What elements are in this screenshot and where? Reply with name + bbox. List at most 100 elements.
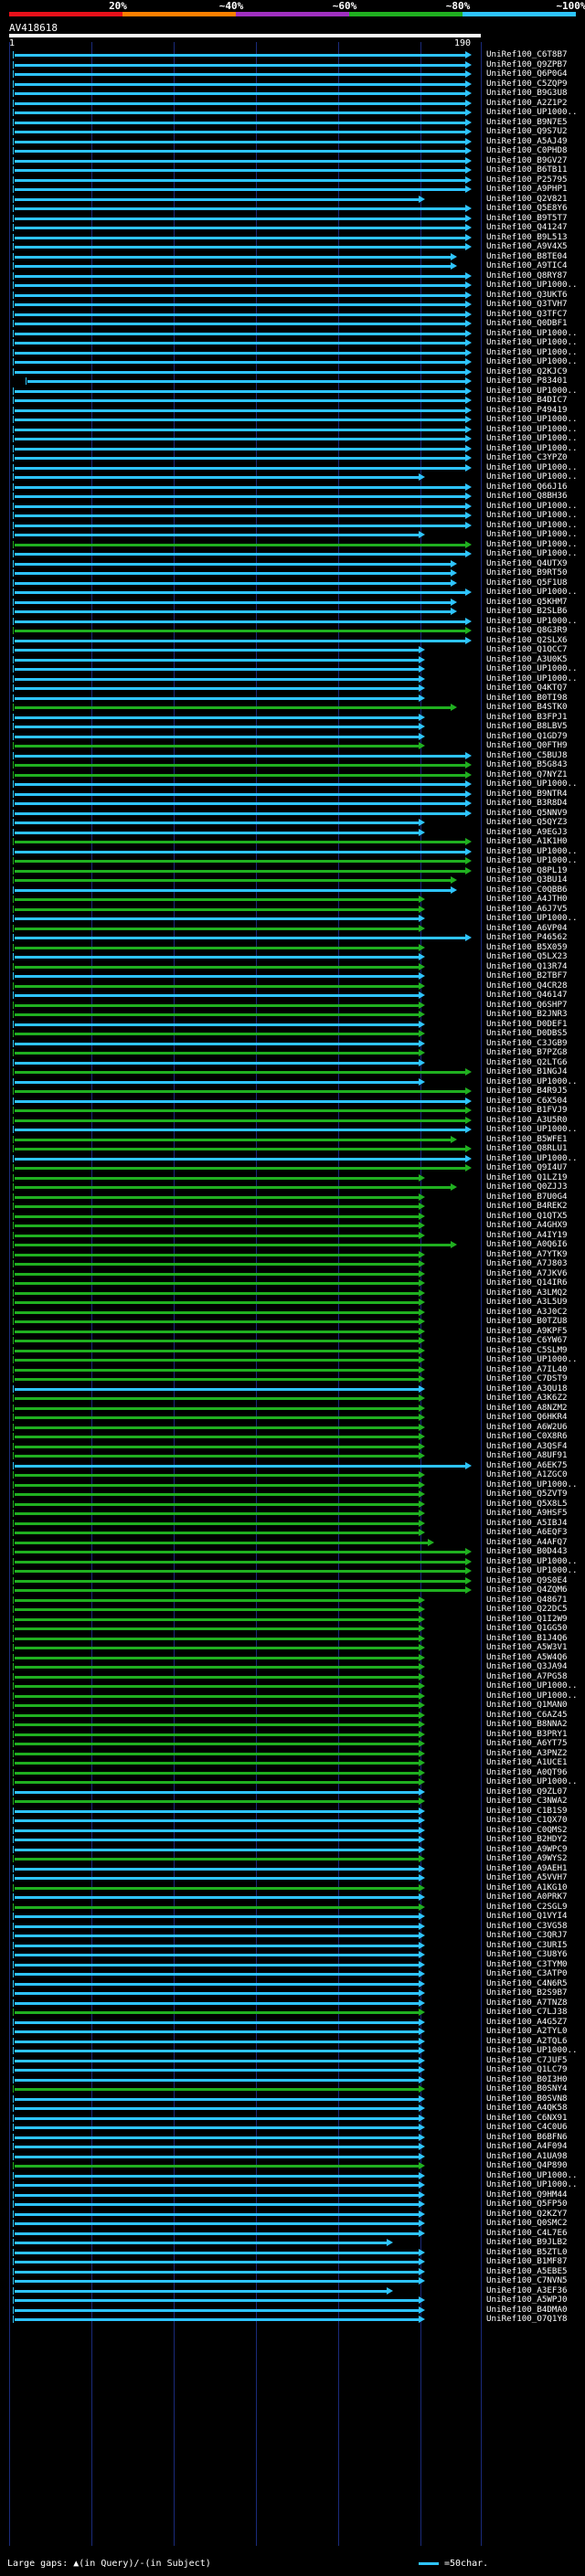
hit-label[interactable]: UniRef100_UP1000.. [486,280,578,290]
hit-row[interactable]: UniRef100_A1KG10 [0,1882,585,1893]
hit-label[interactable]: UniRef100_Q9ZPB7 [486,58,568,69]
hit-label[interactable]: UniRef100_B5G843 [486,759,568,769]
hit-row[interactable]: UniRef100_Q0FTH9 [0,740,585,751]
hit-label[interactable]: UniRef100_B5ZTL0 [486,2246,568,2257]
hit-row[interactable]: UniRef100_C3URI5 [0,1939,585,1951]
hit-row[interactable]: UniRef100_A8NZM2 [0,1403,585,1414]
hit-row[interactable]: UniRef100_A5IBJ4 [0,1518,585,1529]
hit-label[interactable]: UniRef100_UP1000.. [486,414,578,424]
hit-row[interactable]: UniRef100_C4C0U6 [0,2122,585,2133]
hit-label[interactable]: UniRef100_B0D443 [486,1546,568,1556]
hit-label[interactable]: UniRef100_UP1000.. [486,529,578,539]
hit-label[interactable]: UniRef100_A6EK75 [486,1459,568,1470]
hit-row[interactable]: UniRef100_A6VP04 [0,923,585,934]
hit-row[interactable]: UniRef100_Q14IR6 [0,1277,585,1288]
hit-label[interactable]: UniRef100_Q3TVH7 [486,299,568,309]
hit-label[interactable]: UniRef100_A9WYS2 [486,1853,568,1863]
hit-row[interactable]: UniRef100_P25795 [0,175,585,186]
hit-row[interactable]: UniRef100_C1QX70 [0,1815,585,1826]
hit-label[interactable]: UniRef100_Q1I2W9 [486,1613,568,1624]
hit-row[interactable]: UniRef100_UP1000.. [0,328,585,339]
hit-row[interactable]: UniRef100_Q0DBF1 [0,318,585,329]
hit-row[interactable]: UniRef100_UP1000.. [0,779,585,790]
hit-row[interactable]: UniRef100_Q3BU14 [0,875,585,885]
hit-row[interactable]: UniRef100_A9HSF5 [0,1508,585,1519]
hit-row[interactable]: UniRef100_B6BFN6 [0,2132,585,2143]
hit-label[interactable]: UniRef100_A3J0C2 [486,1306,568,1317]
hit-row[interactable]: UniRef100_A0QT96 [0,1767,585,1778]
hit-row[interactable]: UniRef100_C3ATP0 [0,1968,585,1979]
hit-label[interactable]: UniRef100_P49419 [486,404,568,415]
hit-label[interactable]: UniRef100_A3L5U9 [486,1297,568,1307]
hit-label[interactable]: UniRef100_C7JUF5 [486,2054,568,2065]
hit-row[interactable]: UniRef100_UP1000.. [0,529,585,540]
hit-label[interactable]: UniRef100_Q8RY87 [486,270,568,281]
hit-row[interactable]: UniRef100_UP1000.. [0,1680,585,1691]
hit-row[interactable]: UniRef100_UP1000.. [0,913,585,924]
hit-row[interactable]: UniRef100_P83401 [0,376,585,387]
hit-row[interactable]: UniRef100_A5AJ49 [0,136,585,147]
hit-row[interactable]: UniRef100_P49419 [0,404,585,416]
hit-label[interactable]: UniRef100_C3VG58 [486,1920,568,1931]
hit-row[interactable]: UniRef100_UP1000.. [0,443,585,454]
hit-row[interactable]: UniRef100_Q9ZPB7 [0,58,585,70]
hit-label[interactable]: UniRef100_Q4ZQM6 [486,1585,568,1595]
hit-row[interactable]: UniRef100_Q3UKT6 [0,290,585,301]
hit-row[interactable]: UniRef100_Q8RY87 [0,270,585,281]
hit-row[interactable]: UniRef100_Q1GG50 [0,1623,585,1634]
hit-label[interactable]: UniRef100_A9EGJ3 [486,826,568,837]
hit-label[interactable]: UniRef100_A3LMQ2 [486,1287,568,1298]
hit-label[interactable]: UniRef100_C6T8B7 [486,49,568,59]
hit-label[interactable]: UniRef100_Q0DBF1 [486,318,568,328]
hit-label[interactable]: UniRef100_UP1000.. [486,855,578,865]
hit-label[interactable]: UniRef100_C3JGB9 [486,1037,568,1048]
hit-label[interactable]: UniRef100_C5SLM9 [486,1344,568,1355]
hit-row[interactable]: UniRef100_D0DBS5 [0,1028,585,1039]
hit-row[interactable]: UniRef100_O7Q1Y8 [0,2314,585,2325]
hit-row[interactable]: UniRef100_B0SNY4 [0,2083,585,2094]
hit-label[interactable]: UniRef100_Q7NYZ1 [486,769,568,779]
hit-label[interactable]: UniRef100_UP1000.. [486,510,578,520]
hit-label[interactable]: UniRef100_UP1000.. [486,1124,578,1134]
hit-row[interactable]: UniRef100_UP1000.. [0,501,585,512]
hit-row[interactable]: UniRef100_Q5E8Y6 [0,203,585,214]
hit-row[interactable]: UniRef100_Q66J16 [0,482,585,493]
hit-row[interactable]: UniRef100_Q3TFC7 [0,309,585,320]
hit-label[interactable]: UniRef100_B9T5T7 [486,212,568,223]
hit-row[interactable]: UniRef100_B9T5T7 [0,212,585,224]
hit-row[interactable]: UniRef100_B2SLB6 [0,606,585,617]
hit-row[interactable]: UniRef100_UP1000.. [0,1076,585,1087]
hit-label[interactable]: UniRef100_B4DMA0 [486,2304,568,2315]
hit-label[interactable]: UniRef100_Q1MAN0 [486,1700,568,1710]
hit-row[interactable]: UniRef100_C3YPZ0 [0,452,585,463]
hit-label[interactable]: UniRef100_Q9ZL07 [486,1786,568,1797]
hit-label[interactable]: UniRef100_Q5KHM7 [486,596,568,607]
hit-label[interactable]: UniRef100_C0QMS2 [486,1824,568,1835]
hit-row[interactable]: UniRef100_A6W2U6 [0,1422,585,1433]
hit-row[interactable]: UniRef100_UP1000.. [0,855,585,866]
hit-label[interactable]: UniRef100_UP1000.. [486,356,578,366]
hit-label[interactable]: UniRef100_A9AEH1 [486,1862,568,1873]
hit-row[interactable]: UniRef100_C3NWA2 [0,1796,585,1807]
hit-label[interactable]: UniRef100_C4N6R5 [486,1977,568,1988]
hit-label[interactable]: UniRef100_B4DIC7 [486,395,568,405]
hit-label[interactable]: UniRef100_A1KG10 [486,1882,568,1892]
hit-row[interactable]: UniRef100_UP1000.. [0,347,585,358]
hit-row[interactable]: UniRef100_A3LMQ2 [0,1288,585,1299]
hit-label[interactable]: UniRef100_B9L513 [486,231,568,242]
hit-row[interactable]: UniRef100_UP1000.. [0,433,585,444]
hit-row[interactable]: UniRef100_UP1000.. [0,587,585,598]
hit-row[interactable]: UniRef100_B0D443 [0,1546,585,1557]
hit-label[interactable]: UniRef100_O7Q1Y8 [486,2314,568,2324]
hit-row[interactable]: UniRef100_Q6P0G4 [0,69,585,80]
hit-label[interactable]: UniRef100_B5X059 [486,941,568,952]
hit-label[interactable]: UniRef100_C3URI5 [486,1939,568,1950]
hit-label[interactable]: UniRef100_A3U0K5 [486,653,568,664]
hit-label[interactable]: UniRef100_UP1000.. [486,1565,578,1575]
hit-label[interactable]: UniRef100_A7PG58 [486,1670,568,1681]
hit-row[interactable]: UniRef100_UP1000.. [0,337,585,348]
hit-row[interactable]: UniRef100_A4F094 [0,2141,585,2152]
hit-label[interactable]: UniRef100_Q4UTX9 [486,557,568,568]
hit-label[interactable]: UniRef100_B5WFE1 [486,1133,568,1144]
hit-row[interactable]: UniRef100_UP1000.. [0,2179,585,2190]
